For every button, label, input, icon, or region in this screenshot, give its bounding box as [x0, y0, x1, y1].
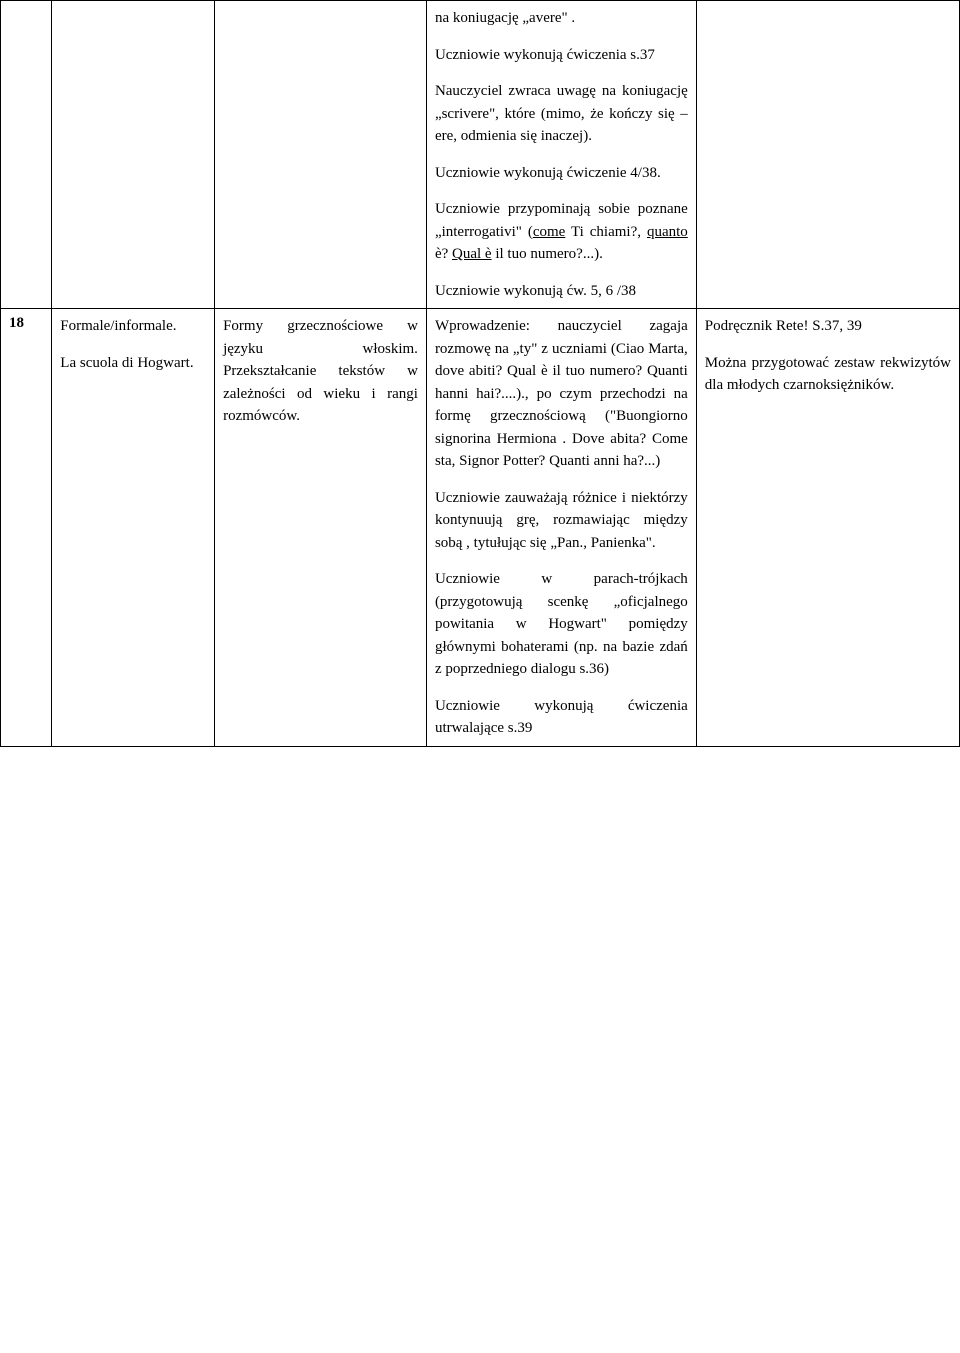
procedure-cell: Wprowadzenie: nauczyciel zagaja rozmowę …: [426, 309, 696, 747]
goals-paragraph: Formy grzecznościowe w języku włoskim. P…: [223, 315, 418, 428]
procedure-paragraph: Nauczyciel zwraca uwagę na koniugację „s…: [435, 80, 688, 148]
lesson-number: 18: [9, 315, 24, 331]
topic-paragraph: La scuola di Hogwart.: [60, 352, 206, 375]
procedure-paragraph: Uczniowie wykonują ćwiczenia utrwalające…: [435, 695, 688, 740]
procedure-paragraph: na koniugację „avere" .: [435, 7, 688, 30]
procedure-paragraph: Uczniowie wykonują ćwiczenia s.37: [435, 44, 688, 67]
procedure-paragraph: Uczniowie wykonują ćwiczenie 4/38.: [435, 162, 688, 185]
procedure-paragraph: Uczniowie wykonują ćw. 5, 6 /38: [435, 280, 688, 303]
procedure-paragraph: Uczniowie zauważają różnice i niektórzy …: [435, 487, 688, 555]
topic-paragraph: Formale/informale.: [60, 315, 206, 338]
notes-paragraph: Można przygotować zestaw rekwizytów dla …: [705, 352, 951, 397]
lesson-number-cell: [1, 1, 52, 309]
notes-cell: [696, 1, 959, 309]
goals-cell: [215, 1, 427, 309]
procedure-cell: na koniugację „avere" . Uczniowie wykonu…: [426, 1, 696, 309]
procedure-paragraph: Uczniowie w parach-trójkach (przygotowuj…: [435, 568, 688, 681]
topic-cell: [52, 1, 215, 309]
lesson-table: na koniugację „avere" . Uczniowie wykonu…: [0, 0, 960, 747]
lesson-number-cell: 18: [1, 309, 52, 747]
table-row: 18 Formale/informale. La scuola di Hogwa…: [1, 309, 960, 747]
table-row: na koniugację „avere" . Uczniowie wykonu…: [1, 1, 960, 309]
procedure-paragraph: Wprowadzenie: nauczyciel zagaja rozmowę …: [435, 315, 688, 473]
page: na koniugację „avere" . Uczniowie wykonu…: [0, 0, 960, 747]
notes-cell: Podręcznik Rete! S.37, 39 Można przygoto…: [696, 309, 959, 747]
procedure-paragraph: Uczniowie przypominają sobie poznane „in…: [435, 198, 688, 266]
topic-cell: Formale/informale. La scuola di Hogwart.: [52, 309, 215, 747]
goals-cell: Formy grzecznościowe w języku włoskim. P…: [215, 309, 427, 747]
notes-paragraph: Podręcznik Rete! S.37, 39: [705, 315, 951, 338]
